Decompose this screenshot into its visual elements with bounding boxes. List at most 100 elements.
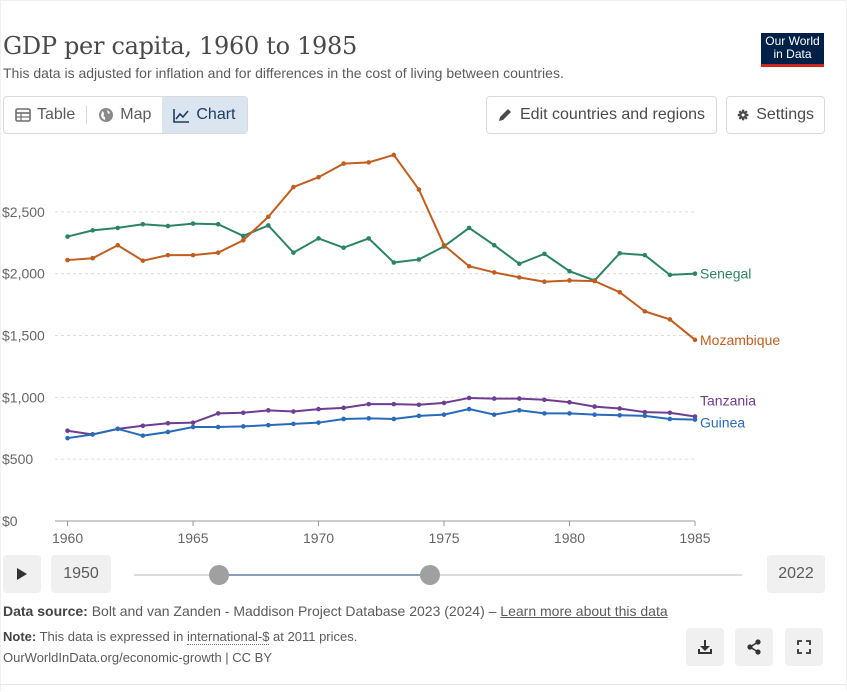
tab-map[interactable]: Map xyxy=(87,97,162,133)
x-tick-label: 1980 xyxy=(554,530,585,546)
data-point xyxy=(341,405,346,411)
data-point xyxy=(416,257,422,262)
data-point xyxy=(592,404,597,409)
x-tick-label: 1970 xyxy=(303,530,334,546)
tab-table-label: Table xyxy=(37,106,76,123)
data-point xyxy=(441,242,447,248)
data-point xyxy=(617,412,623,418)
data-source: Data source: Bolt and van Zanden - Maddi… xyxy=(3,603,668,619)
learn-more-link[interactable]: Learn more about this data xyxy=(500,603,668,619)
data-point xyxy=(291,421,296,427)
gear-icon xyxy=(737,109,749,121)
series-line xyxy=(67,396,696,436)
settings-button[interactable]: Settings xyxy=(726,96,825,134)
data-point xyxy=(140,433,146,438)
note: Note: This data is expressed in internat… xyxy=(3,629,358,645)
share-button[interactable] xyxy=(735,628,773,666)
timeline-end-year[interactable]: 2022 xyxy=(767,555,825,593)
data-point xyxy=(291,250,296,255)
data-point xyxy=(366,236,372,241)
data-point xyxy=(542,411,547,416)
y-tick-label: $2,000 xyxy=(2,266,45,282)
data-point xyxy=(266,214,271,220)
data-point xyxy=(266,223,271,228)
data-point xyxy=(165,223,171,229)
data-point xyxy=(592,278,597,284)
data-point xyxy=(617,289,623,295)
x-tick-label: 1965 xyxy=(177,530,208,546)
settings-label: Settings xyxy=(756,106,814,123)
data-point xyxy=(391,401,397,407)
series-label: Mozambique xyxy=(700,332,780,348)
data-point xyxy=(667,416,673,422)
timeline-selected-range xyxy=(219,574,430,576)
tab-chart[interactable]: Chart xyxy=(162,97,247,133)
source-label: Data source: xyxy=(3,603,88,619)
data-point xyxy=(642,413,648,419)
play-button[interactable] xyxy=(3,555,41,593)
tab-table[interactable]: Table xyxy=(4,97,86,133)
data-point xyxy=(542,251,547,257)
data-point xyxy=(466,406,472,412)
timeline-start-year[interactable]: 1950 xyxy=(51,555,111,593)
data-point xyxy=(65,234,70,239)
owid-logo[interactable]: Our World in Data xyxy=(761,33,824,67)
data-point xyxy=(316,420,321,425)
data-point xyxy=(341,161,346,166)
source-text: Bolt and van Zanden - Maddison Project D… xyxy=(91,603,497,619)
fullscreen-button[interactable] xyxy=(785,628,823,666)
international-dollar-link[interactable]: international-$ xyxy=(187,629,270,645)
line-chart: $0 $500 $1,000 $1,500 $2,000 $2,500 1960 1965 19… xyxy=(2,152,780,546)
x-tick-label: 1975 xyxy=(428,530,459,546)
fullscreen-icon xyxy=(797,640,811,654)
data-point xyxy=(90,432,95,437)
timeline-end-handle[interactable] xyxy=(420,565,440,585)
data-point xyxy=(517,275,522,280)
data-point xyxy=(542,397,547,403)
data-point xyxy=(692,417,698,422)
data-point xyxy=(667,317,673,322)
download-icon xyxy=(698,640,712,654)
data-point xyxy=(190,221,196,226)
timeline-start-handle[interactable] xyxy=(209,565,229,585)
data-point xyxy=(341,416,346,422)
bottom-divider xyxy=(0,684,847,685)
y-tick-label: $500 xyxy=(2,451,33,467)
globe-icon xyxy=(99,108,114,122)
note-text-b: at 2011 prices. xyxy=(273,629,358,644)
chart-title: GDP per capita, 1960 to 1985 xyxy=(3,32,357,60)
data-point xyxy=(391,152,397,158)
series-label: Tanzania xyxy=(700,393,756,409)
y-tick-label: $0 xyxy=(2,513,18,529)
data-point xyxy=(517,408,522,413)
data-point xyxy=(542,279,547,285)
data-point xyxy=(642,252,648,258)
data-point xyxy=(140,423,146,429)
data-point xyxy=(190,420,196,425)
data-point xyxy=(316,406,321,412)
note-label: Note: xyxy=(3,629,37,644)
edit-countries-button[interactable]: Edit countries and regions xyxy=(486,96,717,134)
data-point xyxy=(366,401,372,407)
data-point xyxy=(165,421,171,426)
data-point xyxy=(140,221,146,227)
tab-map-label: Map xyxy=(120,106,152,123)
data-point xyxy=(491,270,497,275)
edit-countries-label: Edit countries and regions xyxy=(520,106,705,123)
y-tick-label: $2,500 xyxy=(2,204,45,220)
data-point xyxy=(391,260,397,265)
credit-line[interactable]: OurWorldInData.org/economic-growth | CC … xyxy=(3,650,273,665)
data-point xyxy=(567,278,572,283)
data-point xyxy=(441,412,447,417)
data-point xyxy=(266,422,271,428)
download-button[interactable] xyxy=(686,628,724,666)
data-point xyxy=(517,396,522,401)
note-text-a: This data is expressed in xyxy=(39,629,184,644)
data-point xyxy=(617,250,623,256)
data-point xyxy=(567,399,572,405)
data-point xyxy=(491,242,497,248)
data-point xyxy=(567,411,572,416)
data-point xyxy=(391,416,397,422)
data-point xyxy=(441,400,447,406)
tab-chart-label: Chart xyxy=(196,106,236,123)
